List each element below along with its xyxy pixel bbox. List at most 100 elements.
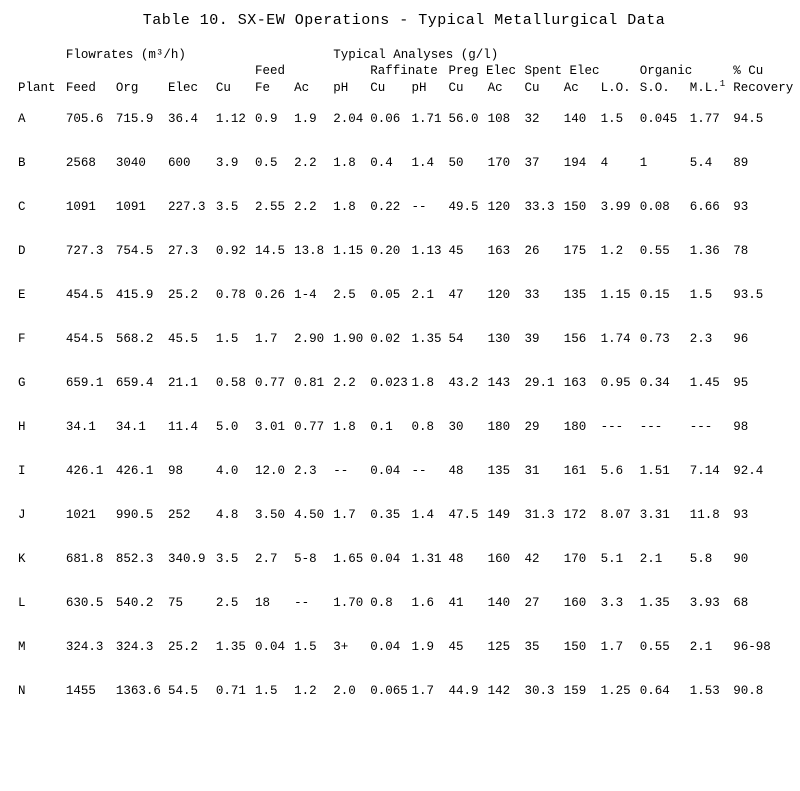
- cell-p_cu: 48: [448, 537, 487, 581]
- cell-s_cu: 37: [525, 141, 564, 185]
- cell-r_ph: 1.7: [412, 669, 449, 713]
- cell-rec: 90.8: [733, 669, 790, 713]
- cell-elec: 252: [168, 493, 216, 537]
- cell-elec: 21.1: [168, 361, 216, 405]
- cell-ph: 2.04: [333, 97, 370, 141]
- data-table: Flowrates (m³/h) Typical Analyses (g/l) …: [18, 47, 790, 713]
- cell-rec: 93.5: [733, 273, 790, 317]
- organic-subgroup-label: Organic: [640, 63, 690, 79]
- table-row: B256830406003.90.52.21.80.41.45017037194…: [18, 141, 790, 185]
- cell-p_ac: 142: [488, 669, 525, 713]
- cell-r_ph: 1.35: [412, 317, 449, 361]
- cell-cu: 4.8: [216, 493, 255, 537]
- cell-r_ph: 1.9: [412, 625, 449, 669]
- cell-ph: 1.8: [333, 185, 370, 229]
- cell-org: 754.5: [116, 229, 168, 273]
- cell-r_cu: 0.4: [370, 141, 411, 185]
- cell-feed: 1455: [66, 669, 116, 713]
- cell-s_cu: 30.3: [525, 669, 564, 713]
- cell-feed: 2568: [66, 141, 116, 185]
- cell-fe: 14.5: [255, 229, 294, 273]
- cell-r_cu: 0.04: [370, 449, 411, 493]
- cell-org: 415.9: [116, 273, 168, 317]
- cell-ac: 1.2: [294, 669, 333, 713]
- cell-fe: 12.0: [255, 449, 294, 493]
- cell-s_cu: 29: [525, 405, 564, 449]
- table-row: F454.5568.245.51.51.72.901.900.021.35541…: [18, 317, 790, 361]
- cell-elec: 27.3: [168, 229, 216, 273]
- col-recovery: Recovery: [733, 79, 790, 97]
- cell-r_cu: 0.1: [370, 405, 411, 449]
- cell-feed: 454.5: [66, 317, 116, 361]
- col-fe: Fe: [255, 79, 294, 97]
- col-ph: pH: [333, 79, 370, 97]
- cell-p_ac: 120: [488, 185, 525, 229]
- cell-r_ph: --: [412, 449, 449, 493]
- cell-feed: 705.6: [66, 97, 116, 141]
- cell-r_ph: 1.4: [412, 493, 449, 537]
- cell-fe: 1.7: [255, 317, 294, 361]
- cell-feed: 454.5: [66, 273, 116, 317]
- col-spent-cu: Cu: [525, 79, 564, 97]
- cell-r_cu: 0.20: [370, 229, 411, 273]
- cell-rec: 90: [733, 537, 790, 581]
- cell-feed: 659.1: [66, 361, 116, 405]
- cell-fe: 0.04: [255, 625, 294, 669]
- cell-org: 540.2: [116, 581, 168, 625]
- table-row: K681.8852.3340.93.52.75-81.650.041.31481…: [18, 537, 790, 581]
- cell-s_cu: 32: [525, 97, 564, 141]
- cell-org: 990.5: [116, 493, 168, 537]
- cell-s_cu: 31.3: [525, 493, 564, 537]
- cell-so: 0.34: [640, 361, 690, 405]
- cell-plant: L: [18, 581, 66, 625]
- table-row: L630.5540.2752.518--1.700.81.64114027160…: [18, 581, 790, 625]
- cell-s_ac: 150: [564, 625, 601, 669]
- cell-plant: M: [18, 625, 66, 669]
- cell-s_cu: 26: [525, 229, 564, 273]
- table-row: N14551363.654.50.711.51.22.00.0651.744.9…: [18, 669, 790, 713]
- cell-fe: 3.01: [255, 405, 294, 449]
- table-row: E454.5415.925.20.780.261-42.50.052.14712…: [18, 273, 790, 317]
- cell-r_cu: 0.06: [370, 97, 411, 141]
- cell-plant: F: [18, 317, 66, 361]
- cell-cu: 1.35: [216, 625, 255, 669]
- cell-ph: 2.2: [333, 361, 370, 405]
- cell-org: 1091: [116, 185, 168, 229]
- cell-rec: 68: [733, 581, 790, 625]
- cell-r_ph: 1.31: [412, 537, 449, 581]
- cell-r_ph: 0.8: [412, 405, 449, 449]
- cell-p_ac: 180: [488, 405, 525, 449]
- cell-p_cu: 47: [448, 273, 487, 317]
- cell-rec: 93: [733, 493, 790, 537]
- cell-org: 34.1: [116, 405, 168, 449]
- cell-p_cu: 48: [448, 449, 487, 493]
- cell-fe: 0.9: [255, 97, 294, 141]
- cell-ph: 2.5: [333, 273, 370, 317]
- cell-p_cu: 54: [448, 317, 487, 361]
- cell-s_cu: 33: [525, 273, 564, 317]
- cell-feed: 34.1: [66, 405, 116, 449]
- cell-plant: I: [18, 449, 66, 493]
- cell-org: 852.3: [116, 537, 168, 581]
- cell-elec: 600: [168, 141, 216, 185]
- cell-ph: 1.65: [333, 537, 370, 581]
- cell-so: 0.55: [640, 229, 690, 273]
- cell-fe: 0.5: [255, 141, 294, 185]
- cell-plant: J: [18, 493, 66, 537]
- cell-p_cu: 56.0: [448, 97, 487, 141]
- cell-r_cu: 0.05: [370, 273, 411, 317]
- cell-s_ac: 156: [564, 317, 601, 361]
- cell-s_ac: 180: [564, 405, 601, 449]
- cell-ac: 2.2: [294, 141, 333, 185]
- cell-rec: 89: [733, 141, 790, 185]
- col-preg-ac: Ac: [488, 79, 525, 97]
- cell-cu: 4.0: [216, 449, 255, 493]
- cell-lo: 4: [601, 141, 640, 185]
- cell-s_ac: 170: [564, 537, 601, 581]
- cell-fe: 1.5: [255, 669, 294, 713]
- cell-ml: 11.8: [690, 493, 733, 537]
- raffinate-subgroup-label: Raffinate: [370, 63, 448, 79]
- cell-p_ac: 140: [488, 581, 525, 625]
- cell-ml: 1.36: [690, 229, 733, 273]
- cell-elec: 227.3: [168, 185, 216, 229]
